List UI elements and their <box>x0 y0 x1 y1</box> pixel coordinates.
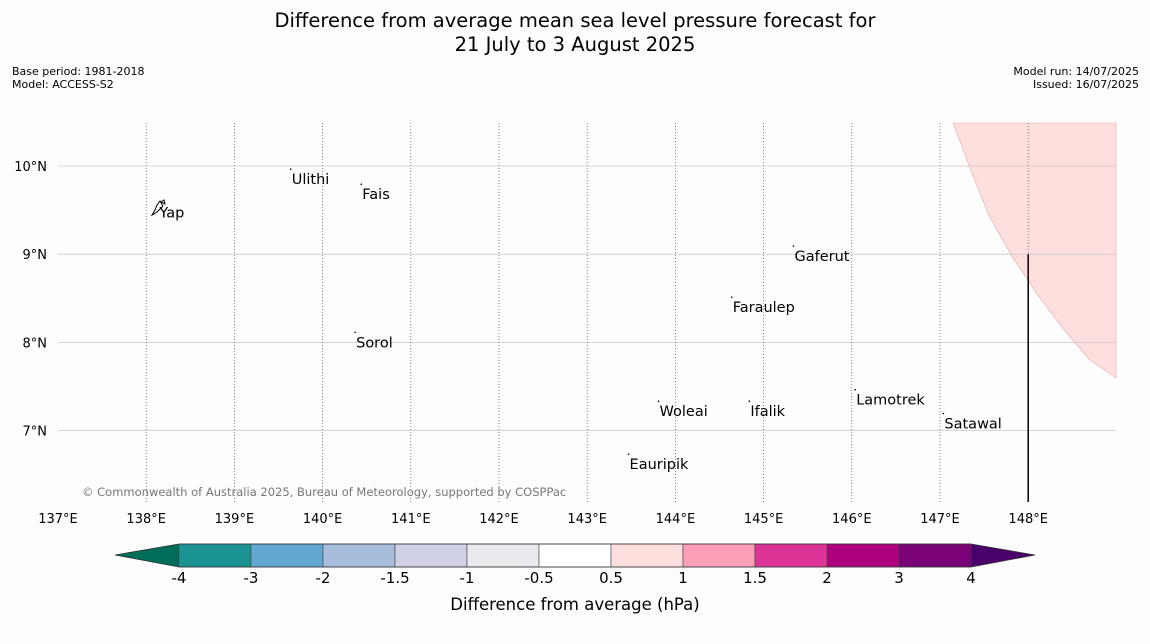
model-run-text: Model run: 14/07/2025 <box>1013 65 1139 78</box>
longitude-tick-label: 137°E <box>38 512 78 527</box>
longitude-tick-label: 138°E <box>126 512 166 527</box>
longitude-tick-label: 144°E <box>656 512 696 527</box>
island-marker <box>354 331 356 334</box>
place-label-lamotrek: Lamotrek <box>856 393 925 409</box>
colorbar-outline <box>114 543 1036 568</box>
map-area: Ulithi Fais Yap Gaferut Faraulep Sorol Lamotre… <box>58 122 1117 502</box>
longitude-tick-label: 143°E <box>567 512 607 527</box>
colorbar-tick-label: 1 <box>678 569 688 587</box>
place-label-sorol: Sorol <box>356 335 393 351</box>
colorbar-block <box>250 543 324 568</box>
island-marker <box>748 400 751 402</box>
island-marker <box>360 183 363 186</box>
copyright-text: © Commonwealth of Australia 2025, Bureau… <box>82 485 566 499</box>
colorbar-tick-label: -1.5 <box>380 569 409 587</box>
place-label-ulithi: Ulithi <box>292 172 330 188</box>
longitude-tick-label: 145°E <box>744 512 784 527</box>
place-label-gaferut: Gaferut <box>794 249 849 265</box>
island-marker <box>854 388 857 391</box>
colorbar-tick-label: -0.5 <box>524 569 553 587</box>
colorbar-block <box>682 543 756 568</box>
colorbar-tick-label: -3 <box>244 569 259 587</box>
map-title-line-2: 21 July to 3 August 2025 <box>454 33 696 56</box>
colorbar-tick-labels: -4 -3 -2 -1.5 -1 -0.5 0.5 1 1.5 2 3 4 <box>172 569 976 587</box>
latitude-tick-labels: 10°N 9°N 8°N 7°N <box>14 160 47 440</box>
colorbar-tick-label: 3 <box>894 569 904 587</box>
island-marker <box>657 400 660 402</box>
colorbar-block <box>394 543 468 568</box>
island-marker <box>942 412 945 415</box>
base-period-text: Base period: 1981-2018 <box>12 65 145 78</box>
longitude-tick-labels: 137°E 138°E 139°E 140°E 141°E 142°E 143°E 144°E… <box>38 512 1048 527</box>
issued-text: Issued: 16/07/2025 <box>1032 78 1139 91</box>
colorbar-tick-label: -1 <box>460 569 475 587</box>
colorbar-over-arrow <box>971 544 1035 567</box>
yap-island-outline <box>150 199 166 217</box>
longitude-gridlines <box>145 123 1029 502</box>
pressure-anomaly-region <box>952 122 1117 379</box>
longitude-tick-label: 139°E <box>215 512 255 527</box>
place-labels: Ulithi Fais Yap Gaferut Faraulep Sorol Lamotre… <box>158 168 1002 473</box>
island-marker <box>792 245 795 247</box>
place-label-fais: Fais <box>362 187 389 203</box>
island-marker <box>289 168 292 171</box>
colorbar-block <box>610 543 684 568</box>
colorbar: -4 -3 -2 -1.5 -1 -0.5 0.5 1 1.5 2 3 4 Difference fr… <box>114 543 1036 614</box>
colorbar-tick-label: 1.5 <box>743 569 767 587</box>
colorbar-blocks <box>114 543 1036 568</box>
colorbar-title: Difference from average (hPa) <box>450 595 699 614</box>
colorbar-block <box>466 543 540 568</box>
place-label-eauripik: Eauripik <box>630 457 689 473</box>
colorbar-tick-label: -2 <box>316 569 331 587</box>
meta-left: Base period: 1981-2018 Model: ACCESS-S2 <box>12 65 144 91</box>
island-marker <box>627 453 630 455</box>
model-text: Model: ACCESS-S2 <box>12 78 114 91</box>
place-label-yap: Yap <box>158 206 184 222</box>
longitude-tick-label: 146°E <box>832 512 872 527</box>
latitude-tick-label: 9°N <box>23 248 48 263</box>
longitude-tick-label: 147°E <box>920 512 960 527</box>
colorbar-block <box>538 543 612 568</box>
colorbar-block <box>826 543 900 568</box>
map-title-line-1: Difference from average mean sea level p… <box>274 9 876 32</box>
longitude-tick-label: 142°E <box>479 512 519 527</box>
place-label-satawal: Satawal <box>944 417 1001 433</box>
longitude-tick-label: 141°E <box>391 512 431 527</box>
longitude-tick-label: 140°E <box>303 512 343 527</box>
colorbar-tick-label: -4 <box>172 569 187 587</box>
colorbar-tick-label: 4 <box>966 569 976 587</box>
colorbar-block <box>754 543 828 568</box>
place-label-woleai: Woleai <box>660 404 708 420</box>
latitude-tick-label: 8°N <box>23 336 48 351</box>
place-label-ifalik: Ifalik <box>750 404 785 420</box>
longitude-tick-label: 148°E <box>1008 512 1048 527</box>
colorbar-tick-label: 0.5 <box>599 569 623 587</box>
colorbar-under-arrow <box>115 544 179 567</box>
meta-right: Model run: 14/07/2025 Issued: 16/07/2025 <box>1013 65 1139 91</box>
colorbar-block <box>898 543 972 568</box>
latitude-tick-label: 10°N <box>14 160 47 175</box>
colorbar-block <box>322 543 396 568</box>
place-label-faraulep: Faraulep <box>733 300 795 316</box>
colorbar-tick-label: 2 <box>822 569 832 587</box>
latitude-tick-label: 7°N <box>23 425 48 440</box>
island-marker <box>730 296 733 298</box>
colorbar-block <box>178 543 252 568</box>
